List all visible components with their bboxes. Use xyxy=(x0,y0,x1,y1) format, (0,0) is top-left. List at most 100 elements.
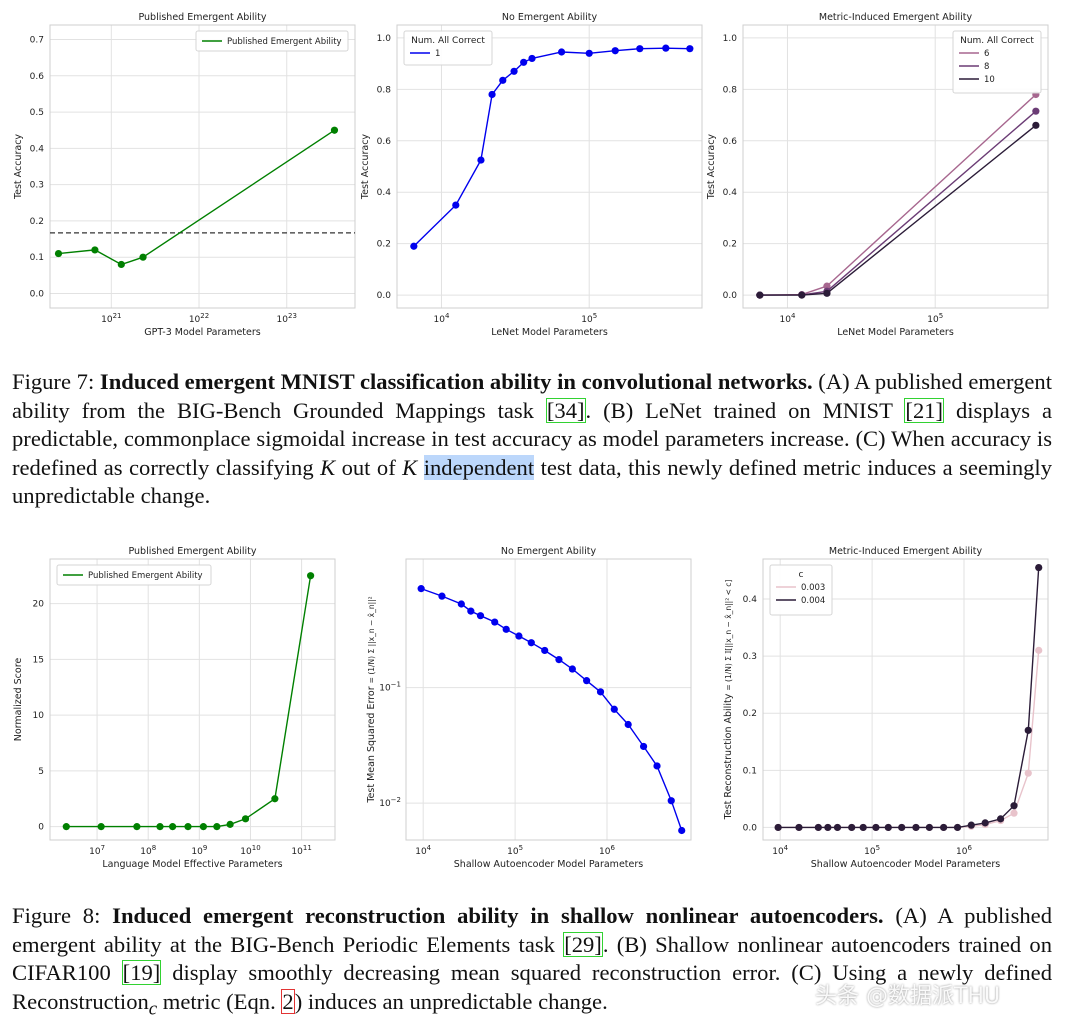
data-point xyxy=(241,815,250,823)
data-point xyxy=(981,819,989,827)
data-point xyxy=(452,201,460,209)
data-point xyxy=(1010,802,1018,810)
x-tick-label: 105 xyxy=(507,844,523,857)
caption-text: test data, this newly defined metric ind… xyxy=(12,454,1052,509)
y-tick-label: 0.6 xyxy=(377,137,392,147)
y-tick-label: 0.7 xyxy=(30,36,44,46)
legend-title: c xyxy=(799,570,804,580)
y-tick-label: 0.4 xyxy=(743,595,758,605)
data-point xyxy=(1024,769,1032,777)
x-tick-label: 106 xyxy=(599,844,615,857)
data-point xyxy=(438,592,446,600)
x-tick-label: 108 xyxy=(140,844,156,857)
data-point xyxy=(467,607,475,615)
y-tick-label: 0.0 xyxy=(743,823,758,833)
data-point xyxy=(833,823,842,832)
citation-link[interactable]: [21] xyxy=(904,397,945,423)
legend: c 0.003 0.004 xyxy=(769,564,833,616)
citation-link[interactable]: [34] xyxy=(545,397,586,423)
data-point xyxy=(639,742,648,751)
caption-text: displays a predictable, commonplace sigm… xyxy=(12,397,1052,480)
chart-title: Metric-Induced Emergent Ability xyxy=(819,12,973,23)
y-tick-label: 0.2 xyxy=(723,240,737,250)
y-tick-label: 0.4 xyxy=(30,144,45,154)
legend-box xyxy=(403,30,493,66)
y-tick-label: 0.3 xyxy=(743,652,757,662)
data-point xyxy=(169,823,177,831)
data-point xyxy=(213,823,221,831)
series-line xyxy=(413,47,690,247)
data-point xyxy=(62,823,70,831)
y-tick-label: 0.0 xyxy=(723,291,738,301)
data-point xyxy=(1035,563,1043,572)
legend: Num. All Correct 6 8 10 xyxy=(952,30,1042,94)
caption-text: out of xyxy=(335,454,403,480)
data-point xyxy=(611,47,619,55)
legend-label: 8 xyxy=(984,62,989,72)
figure-7-caption: Figure 7: Induced emergent MNIST classif… xyxy=(12,368,1052,511)
data-point xyxy=(457,600,465,608)
data-point xyxy=(1032,107,1040,115)
highlighted-text[interactable]: independent xyxy=(423,454,535,480)
data-point xyxy=(557,48,566,56)
x-tick-label: 105 xyxy=(864,844,880,857)
y-tick-label: 10−2 xyxy=(379,796,401,809)
data-point xyxy=(1010,809,1018,817)
y-tick-label: 0.4 xyxy=(723,188,738,198)
data-point xyxy=(610,705,618,713)
data-point xyxy=(678,826,686,835)
equation-link[interactable]: 2 xyxy=(281,988,295,1014)
math-subscript: c xyxy=(148,998,158,1020)
y-axis-label: Test Mean Squared Error = (1/N) Σ ||x_n … xyxy=(366,596,377,803)
data-point xyxy=(925,823,933,832)
data-point xyxy=(133,823,141,831)
data-point xyxy=(555,655,563,664)
legend-box xyxy=(56,564,212,586)
math-variable: K xyxy=(402,454,418,480)
y-axis-label: Test Reconstruction Ability = (1/N) Σ 𝕀[… xyxy=(723,580,734,821)
data-point xyxy=(585,49,593,57)
x-tick-label: 104 xyxy=(780,312,796,325)
citation-link[interactable]: [19] xyxy=(121,960,162,986)
plot-frame xyxy=(405,558,692,841)
data-point xyxy=(823,289,831,297)
plot-frame xyxy=(49,24,356,309)
data-point xyxy=(872,823,880,832)
data-point xyxy=(686,45,694,53)
y-tick-label: 10−1 xyxy=(379,681,401,694)
citation-link[interactable]: [29] xyxy=(563,931,603,957)
legend-title: Num. All Correct xyxy=(960,36,1034,46)
x-tick-label: 104 xyxy=(434,312,450,325)
caption-text: . (B) LeNet trained on MNIST xyxy=(585,397,905,423)
data-point xyxy=(184,823,192,831)
data-point xyxy=(91,246,99,254)
y-tick-label: 10 xyxy=(33,711,45,721)
x-tick-label: 1010 xyxy=(240,844,260,857)
data-point xyxy=(156,823,164,831)
y-tick-label: 0.1 xyxy=(743,766,757,776)
chart-f8b: 104 105 106 10−2 10−1 No Emergent Ability Shal… xyxy=(366,546,692,870)
y-tick-label: 1.0 xyxy=(723,34,738,44)
data-point xyxy=(824,823,832,832)
data-point xyxy=(653,762,661,770)
figure-8-title: Induced emergent reconstruction ability … xyxy=(112,903,884,928)
data-point xyxy=(502,625,510,633)
y-tick-label: 5 xyxy=(38,767,44,777)
y-tick-label: 20 xyxy=(33,600,45,610)
data-point xyxy=(117,260,125,269)
legend-label: Published Emergent Ability xyxy=(88,571,203,581)
figure-7-title: Induced emergent MNIST classification ab… xyxy=(99,369,813,394)
x-axis-label: Shallow Autoencoder Model Parameters xyxy=(811,859,1000,870)
legend: Num. All Correct 1 xyxy=(403,30,493,66)
x-axis-label: Language Model Effective Parameters xyxy=(102,859,282,870)
data-point xyxy=(226,820,234,828)
legend: Published Emergent Ability xyxy=(56,564,212,586)
legend-label: 10 xyxy=(984,75,995,85)
data-point xyxy=(667,797,675,805)
x-axis-label: GPT-3 Model Parameters xyxy=(144,327,260,338)
plot-frame xyxy=(49,558,336,841)
y-tick-label: 0.5 xyxy=(30,108,44,118)
chart-f8c: 104 105 106 0.0 0.1 0.2 0.3 0.4 Metric-Induced E… xyxy=(723,546,1049,870)
data-point xyxy=(848,823,856,832)
